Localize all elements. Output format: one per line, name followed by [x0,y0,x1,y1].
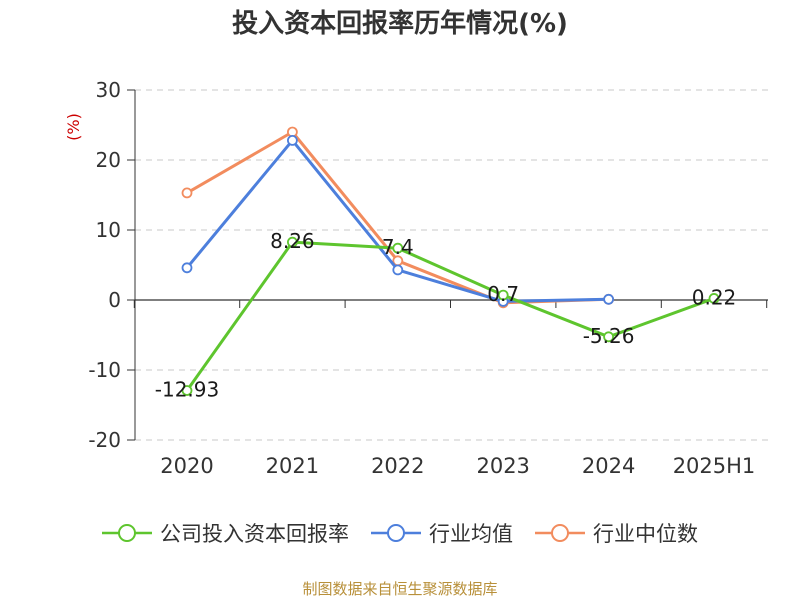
legend-item[interactable]: 公司投入资本回报率 [102,518,349,548]
series-lines [181,126,720,396]
series-line [186,130,609,305]
data-label: -5.26 [583,324,635,348]
data-label: 0.22 [692,285,737,309]
data-point [181,187,193,199]
source-note: 制图数据来自恒生聚源数据库 [302,580,498,598]
series-line [185,138,609,303]
legend: 公司投入资本回报率 行业均值 行业中位数 [0,518,800,548]
x-tick-label: 2025H1 [673,454,756,478]
y-tick-label: 0 [108,288,121,312]
legend-label: 公司投入资本回报率 [160,522,349,546]
y-tick-label: 20 [96,148,121,172]
data-label: -12.93 [155,378,219,402]
legend-item[interactable]: 行业均值 [371,518,513,548]
legend-item[interactable]: 行业中位数 [535,518,698,548]
x-tick-label: 2024 [582,454,635,478]
y-tick-label: 10 [96,218,121,242]
data-labels: -12.93 8.26 7.4 0.7 -5.26 0.22 [155,229,737,401]
data-label: 8.26 [270,229,315,253]
data-point [286,236,298,248]
axes: -20 -10 0 10 20 30 2020 2021 2022 2023 2024 2025H1 (… [64,78,768,478]
chart-title: 投入资本回报率历年情况(%) [232,9,568,39]
data-point [392,264,404,276]
data-point [392,242,404,254]
data-label: 0.7 [487,282,519,306]
x-tick-label: 2023 [476,454,529,478]
legend-swatch-icon [371,524,421,542]
data-point [286,134,298,146]
gridlines [135,89,768,441]
y-tick-label: -20 [88,428,121,452]
legend-label: 行业均值 [429,522,513,546]
data-label: 7.4 [382,235,414,259]
legend-label: 行业中位数 [593,522,698,546]
y-tick-label: -10 [88,358,121,382]
data-point [181,262,193,274]
legend-swatch-icon [102,524,152,542]
data-point [497,289,509,301]
y-tick-label: 30 [96,78,121,102]
x-tick-label: 2021 [266,454,319,478]
data-point [181,385,193,396]
y-axis-label: (%) [64,113,83,141]
x-tick-label: 2020 [160,454,213,478]
data-point [603,331,614,343]
data-point [603,293,614,305]
series-line [185,240,715,392]
legend-swatch-icon [535,524,585,542]
data-point [708,293,720,304]
x-tick-label: 2022 [371,454,424,478]
